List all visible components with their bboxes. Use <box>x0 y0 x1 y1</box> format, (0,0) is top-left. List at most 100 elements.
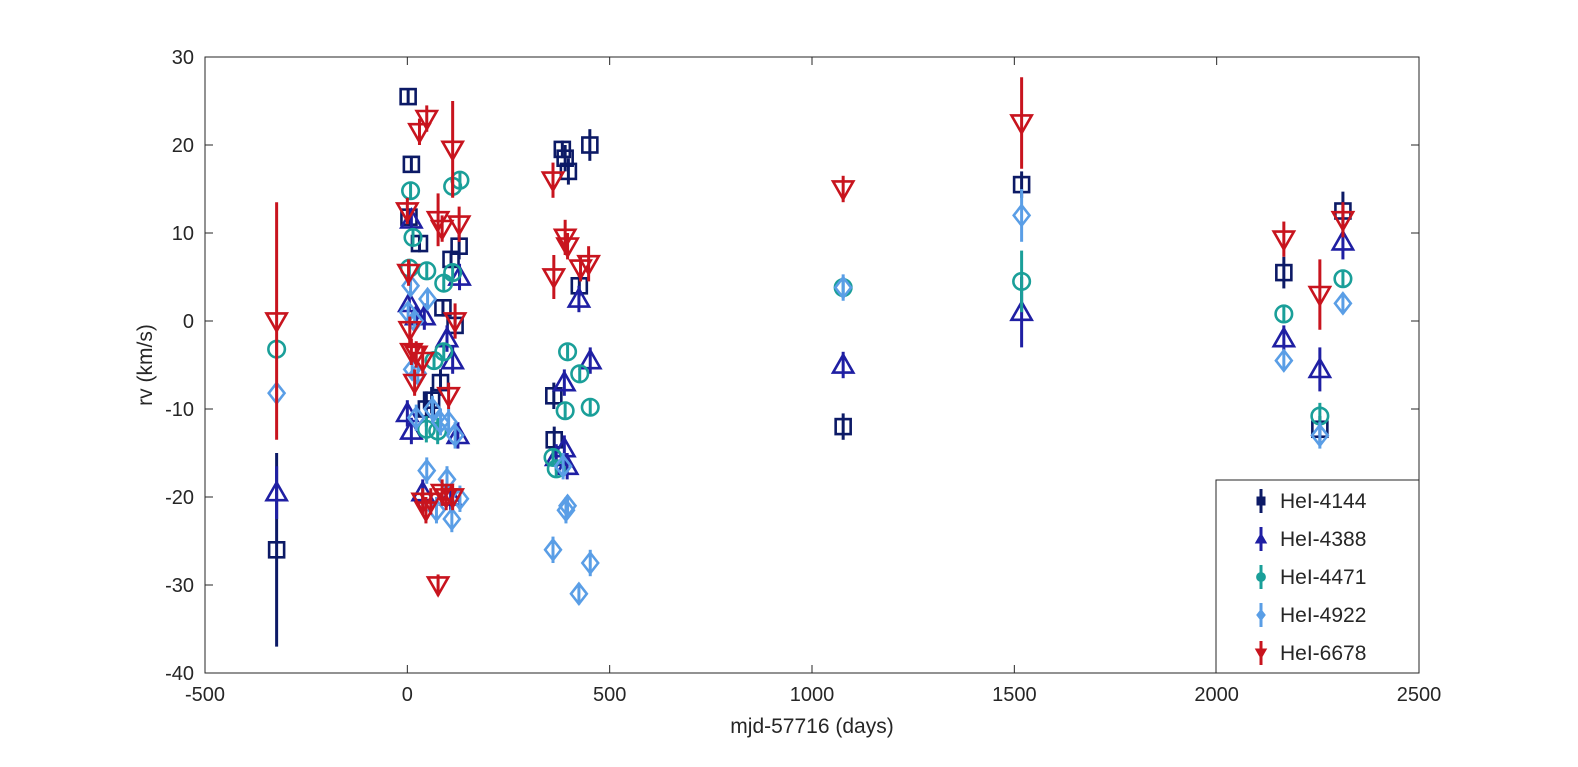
data-point <box>447 264 472 286</box>
legend-marker <box>1256 572 1266 582</box>
x-tick-label: 1000 <box>790 684 835 706</box>
data-point <box>1012 271 1032 291</box>
data-point <box>430 409 451 435</box>
data-point <box>556 149 574 167</box>
data-point <box>443 263 463 283</box>
data-point <box>580 397 600 417</box>
data-point <box>396 263 421 286</box>
data-point <box>1330 210 1356 233</box>
data-point <box>1310 423 1330 448</box>
legend-label: HeI-6678 <box>1280 642 1366 665</box>
legend-marker <box>1256 608 1266 622</box>
x-tick-label: 1500 <box>992 684 1037 706</box>
legend-label: HeI-4922 <box>1280 604 1366 627</box>
data-point <box>401 273 421 299</box>
x-tick-label: 500 <box>593 684 626 706</box>
data-point <box>541 268 567 290</box>
data-point <box>425 576 451 598</box>
data-point <box>434 325 460 348</box>
data-point <box>1330 229 1356 251</box>
data-point <box>264 312 289 334</box>
data-point <box>1333 269 1353 289</box>
legend-marker <box>1254 648 1268 660</box>
data-point <box>402 155 421 174</box>
series-hei-6678 <box>264 77 1356 598</box>
data-point <box>1307 356 1333 379</box>
data-point <box>558 342 578 362</box>
y-axis-label: rv (km/s) <box>134 324 157 406</box>
data-point <box>1271 230 1297 252</box>
data-point <box>555 237 580 259</box>
x-tick-label: 2500 <box>1397 684 1442 706</box>
data-point <box>442 506 462 532</box>
data-point <box>540 171 566 193</box>
data-point <box>1009 299 1034 322</box>
data-point <box>553 453 573 479</box>
y-tick-label: -30 <box>165 575 194 597</box>
data-point <box>436 386 461 409</box>
data-point <box>1333 291 1353 316</box>
y-tick-label: 20 <box>172 135 194 157</box>
x-axis-label: mjd-57716 (days) <box>730 715 893 738</box>
data-point <box>418 286 438 312</box>
data-point <box>833 275 853 300</box>
y-tick-label: 30 <box>172 47 194 69</box>
data-point <box>414 109 440 132</box>
data-point <box>581 136 599 154</box>
y-tick-label: 0 <box>183 311 194 333</box>
data-point <box>413 501 439 523</box>
data-point <box>406 405 426 431</box>
data-point <box>434 342 454 362</box>
legend-label: HeI-4144 <box>1280 490 1367 513</box>
series-hei-4144 <box>267 87 1352 647</box>
data-point <box>830 352 856 374</box>
y-tick-label: -40 <box>165 663 194 685</box>
legend-marker <box>1256 496 1266 506</box>
data-point <box>555 401 575 421</box>
data-point <box>580 550 600 576</box>
y-tick-label: -10 <box>165 399 194 421</box>
data-point <box>401 181 421 201</box>
x-tick-label: 0 <box>402 684 413 706</box>
data-point <box>417 458 437 483</box>
data-point <box>1012 203 1032 228</box>
data-point <box>264 479 289 502</box>
data-point <box>834 417 852 436</box>
data-point <box>558 493 578 519</box>
data-point <box>402 373 427 396</box>
plot-frame <box>204 56 1420 674</box>
data-point <box>1009 114 1034 136</box>
x-tick-label: -500 <box>185 684 225 706</box>
data-point <box>445 423 465 448</box>
data-point <box>553 140 572 159</box>
data-point <box>569 581 589 607</box>
data-point <box>576 254 601 277</box>
legend-label: HeI-4388 <box>1280 528 1366 551</box>
data-point <box>440 488 466 510</box>
data-point <box>267 540 286 559</box>
data-point <box>422 396 442 422</box>
data-point <box>394 202 420 224</box>
data-point <box>442 312 468 334</box>
data-point <box>417 261 437 281</box>
data-point <box>830 180 856 202</box>
legend: HeI-4144 HeI-4388 HeI-4471 HeI-4922 HeI-6678 <box>1215 479 1420 674</box>
data-point <box>416 419 436 439</box>
data-point <box>566 286 592 308</box>
data-point <box>551 369 577 392</box>
y-tick-label: 10 <box>172 223 194 245</box>
data-point <box>570 364 590 384</box>
data-point <box>410 351 436 374</box>
data-point <box>397 320 423 343</box>
data-point <box>440 140 466 163</box>
x-tick-label: 2000 <box>1194 684 1239 706</box>
data-point <box>1274 304 1294 324</box>
legend-label: HeI-4471 <box>1280 566 1366 589</box>
data-point <box>545 430 564 449</box>
data-point <box>577 347 603 370</box>
y-tick-label: -20 <box>165 487 194 509</box>
data-point <box>1274 348 1294 373</box>
data-points <box>264 77 1356 647</box>
